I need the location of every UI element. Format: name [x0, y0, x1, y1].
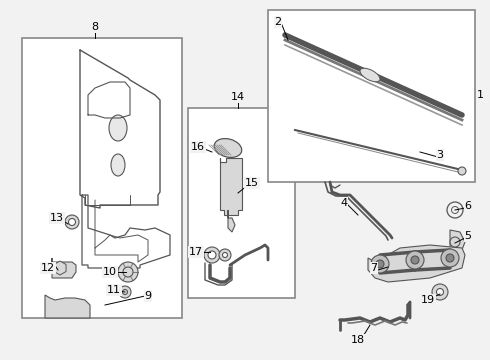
Text: 8: 8 — [92, 22, 98, 32]
Circle shape — [437, 288, 443, 296]
Circle shape — [406, 251, 424, 269]
Ellipse shape — [360, 68, 380, 82]
Circle shape — [446, 254, 454, 262]
Text: 18: 18 — [351, 335, 365, 345]
Text: 6: 6 — [465, 201, 471, 211]
Ellipse shape — [111, 154, 125, 176]
Text: 15: 15 — [245, 178, 259, 188]
Ellipse shape — [109, 115, 127, 141]
Circle shape — [222, 252, 227, 257]
Text: 10: 10 — [103, 267, 117, 277]
Text: 4: 4 — [341, 198, 347, 208]
Polygon shape — [52, 258, 76, 278]
Text: 3: 3 — [437, 150, 443, 160]
Text: 13: 13 — [50, 213, 64, 223]
Circle shape — [432, 284, 448, 300]
Ellipse shape — [214, 139, 242, 157]
Text: 1: 1 — [476, 90, 484, 100]
Bar — [268, 10, 475, 182]
Text: 11: 11 — [107, 285, 121, 295]
Text: 16: 16 — [191, 142, 205, 152]
Circle shape — [450, 237, 460, 247]
Text: 5: 5 — [465, 231, 471, 241]
Text: 17: 17 — [189, 247, 203, 257]
Circle shape — [118, 262, 138, 282]
Circle shape — [69, 219, 75, 225]
Bar — [22, 38, 182, 318]
Circle shape — [376, 260, 384, 268]
Circle shape — [123, 267, 133, 277]
Polygon shape — [220, 158, 242, 215]
Polygon shape — [450, 230, 465, 255]
Text: 19: 19 — [421, 295, 435, 305]
Text: 7: 7 — [370, 263, 378, 273]
Text: 14: 14 — [231, 92, 245, 102]
Polygon shape — [228, 210, 235, 232]
Circle shape — [204, 247, 220, 263]
Circle shape — [119, 286, 131, 298]
Circle shape — [208, 251, 216, 259]
Circle shape — [411, 256, 419, 264]
Polygon shape — [45, 295, 90, 318]
Polygon shape — [368, 245, 465, 282]
Circle shape — [122, 289, 127, 294]
Circle shape — [371, 255, 389, 273]
Bar — [188, 108, 295, 298]
Circle shape — [65, 215, 79, 229]
Text: 9: 9 — [145, 291, 151, 301]
Circle shape — [441, 249, 459, 267]
Circle shape — [219, 249, 231, 261]
Circle shape — [458, 167, 466, 175]
Text: 2: 2 — [274, 17, 282, 27]
Text: 12: 12 — [41, 263, 55, 273]
